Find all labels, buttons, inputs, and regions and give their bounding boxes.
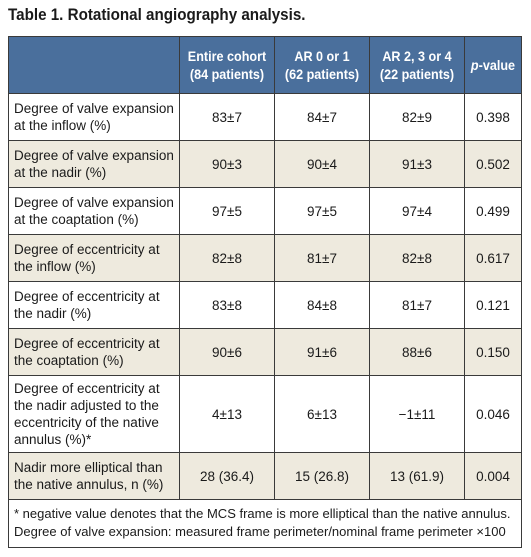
table-row: Degree of eccentricity at the inflow (%) … xyxy=(8,234,522,282)
footnote-row: * negative value denotes that the MCS fr… xyxy=(8,499,522,548)
header-row: Entire cohort (84 patients) AR 0 or 1 (6… xyxy=(8,36,522,94)
header-ar-2-3-or-4: AR 2, 3 or 4 (22 patients) xyxy=(369,36,465,94)
table-footnotes: * negative value denotes that the MCS fr… xyxy=(8,499,522,548)
row-label: Degree of eccentricity at the coaptation … xyxy=(8,328,180,376)
cell-p: 0.150 xyxy=(464,328,522,376)
table-row: Degree of valve expansion at the inflow (… xyxy=(8,93,522,141)
cell-entire: 83±8 xyxy=(179,281,275,329)
cell-ar01: 91±6 xyxy=(274,328,370,376)
cell-p: 0.398 xyxy=(464,93,522,141)
cell-ar234: 81±7 xyxy=(369,281,465,329)
cell-ar01: 84±7 xyxy=(274,93,370,141)
header-p-value: p-value xyxy=(464,36,522,94)
cell-ar234: −1±11 xyxy=(369,375,465,453)
cell-ar01: 15 (26.8) xyxy=(274,452,370,500)
table-title: Table 1. Rotational angiography analysis… xyxy=(8,6,306,24)
header-corner xyxy=(8,36,180,94)
table-row: Nadir more elliptical than the native ann… xyxy=(8,452,522,500)
cell-entire: 28 (36.4) xyxy=(179,452,275,500)
cell-ar234: 82±9 xyxy=(369,93,465,141)
cell-ar234: 88±6 xyxy=(369,328,465,376)
table-row: Degree of eccentricity at the nadir (%) 8… xyxy=(8,281,522,329)
footnote-valve-expansion: Degree of valve expansion: measured fram… xyxy=(14,524,506,539)
cell-ar234: 82±8 xyxy=(369,234,465,282)
row-label: Degree of eccentricity at the inflow (%) xyxy=(8,234,180,282)
row-label: Degree of valve expansion at the coaptati… xyxy=(8,187,180,235)
cell-entire: 4±13 xyxy=(179,375,275,453)
cell-p: 0.617 xyxy=(464,234,522,282)
analysis-table: Entire cohort (84 patients) AR 0 or 1 (6… xyxy=(8,36,522,548)
cell-ar01: 90±4 xyxy=(274,140,370,188)
cell-ar234: 91±3 xyxy=(369,140,465,188)
row-label: Degree of valve expansion at the inflow (… xyxy=(8,93,180,141)
footnote-negative-value: * negative value denotes that the MCS fr… xyxy=(14,506,511,521)
cell-entire: 97±5 xyxy=(179,187,275,235)
row-label: Degree of eccentricity at the nadir adjus… xyxy=(8,375,180,453)
cell-ar01: 84±8 xyxy=(274,281,370,329)
cell-ar234: 13 (61.9) xyxy=(369,452,465,500)
header-entire-cohort: Entire cohort (84 patients) xyxy=(179,36,275,94)
cell-entire: 82±8 xyxy=(179,234,275,282)
cell-entire: 90±3 xyxy=(179,140,275,188)
cell-entire: 83±7 xyxy=(179,93,275,141)
header-ar-0-or-1: AR 0 or 1 (62 patients) xyxy=(274,36,370,94)
cell-p: 0.121 xyxy=(464,281,522,329)
cell-p: 0.004 xyxy=(464,452,522,500)
row-label: Degree of valve expansion at the nadir (%… xyxy=(8,140,180,188)
cell-ar01: 6±13 xyxy=(274,375,370,453)
cell-ar01: 97±5 xyxy=(274,187,370,235)
row-label: Degree of eccentricity at the nadir (%) xyxy=(8,281,180,329)
table-row: Degree of valve expansion at the coaptati… xyxy=(8,187,522,235)
cell-p: 0.502 xyxy=(464,140,522,188)
table-row: Degree of eccentricity at the nadir adjus… xyxy=(8,375,522,453)
cell-p: 0.499 xyxy=(464,187,522,235)
table-row: Degree of eccentricity at the coaptation … xyxy=(8,328,522,376)
cell-ar01: 81±7 xyxy=(274,234,370,282)
cell-ar234: 97±4 xyxy=(369,187,465,235)
table-row: Degree of valve expansion at the nadir (%… xyxy=(8,140,522,188)
row-label: Nadir more elliptical than the native ann… xyxy=(8,452,180,500)
cell-p: 0.046 xyxy=(464,375,522,453)
cell-entire: 90±6 xyxy=(179,328,275,376)
